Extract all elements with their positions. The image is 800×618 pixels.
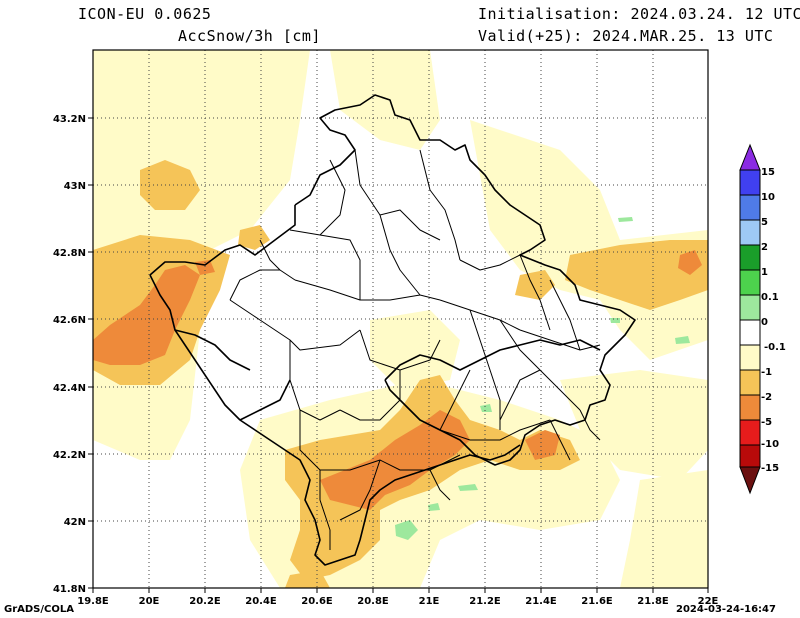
y-tick-label: 41.8N: [53, 584, 86, 595]
colorbar-label: 1: [761, 267, 768, 278]
software-credit: GrADS/COLA: [4, 604, 74, 615]
y-tick-label: 42.8N: [53, 248, 86, 259]
colorbar-label: 15: [761, 167, 775, 178]
variable-title: AccSnow/3h [cm]: [178, 27, 321, 45]
colorbar-band: [739, 344, 761, 371]
field-orange-ne: [678, 250, 702, 275]
border-kosovo: [294, 94, 636, 466]
y-tick-label: 42.4N: [53, 383, 86, 394]
field-green-4: [675, 336, 690, 344]
colorbar-band: [739, 169, 761, 196]
field-green-7: [610, 318, 620, 323]
colorbar-label: -1: [761, 367, 772, 378]
render-timestamp: 2024-03-24-16:47: [676, 604, 776, 615]
colorbar-band: [739, 394, 761, 421]
x-tick-label: 21.6E: [581, 596, 613, 607]
border-macedonia: [384, 339, 601, 381]
colorbar-label: -2: [761, 392, 772, 403]
colorbar-label: 10: [761, 192, 775, 203]
x-tick-label: 20.6E: [301, 596, 333, 607]
field-green-2: [458, 484, 478, 491]
x-tick-label: 21.8E: [637, 596, 669, 607]
field-pale-center: [370, 310, 460, 390]
colorbar-band: [739, 444, 761, 468]
field-orange-west: [93, 265, 200, 365]
colorbar-label: 5: [761, 217, 768, 228]
y-axis-labels: 43.2N 43N 42.8N 42.6N 42.4N 42.2N 42N 41…: [53, 114, 86, 595]
colorbar-band: [739, 419, 761, 446]
x-axis-labels: 19.8E 20E 20.2E 20.4E 20.6E 20.8E 21E 21…: [77, 596, 718, 607]
y-tick-label: 42.2N: [53, 450, 86, 461]
colorbar-band: [739, 269, 761, 296]
field-green-5: [618, 217, 633, 222]
x-tick-label: 20.4E: [245, 596, 277, 607]
field-green-1: [395, 520, 418, 540]
colorbar-bottom-arrow: [739, 466, 761, 495]
colorbar-band: [739, 219, 761, 246]
init-time: Initialisation: 2024.03.24. 12 UTC: [478, 5, 800, 23]
field-lo-south: [285, 375, 580, 580]
model-title: ICON-EU 0.0625: [78, 5, 212, 23]
field-pale-se: [620, 470, 708, 588]
colorbar-band: [739, 319, 761, 346]
x-tick-label: 20.2E: [189, 596, 221, 607]
colorbar-top-arrow: [739, 143, 761, 171]
field-green-3: [480, 404, 492, 412]
colorbar-label: 0: [761, 317, 768, 328]
x-tick-label: 21.4E: [525, 596, 557, 607]
field-lo-east: [565, 240, 708, 310]
field-orange-east: [525, 430, 560, 460]
y-tick-label: 42N: [64, 517, 86, 528]
x-tick-label: 19.8E: [77, 596, 109, 607]
colorbar-band: [739, 294, 761, 321]
colorbar-band: [739, 244, 761, 271]
field-pale-east: [560, 370, 708, 480]
x-tick-label: 21.2E: [469, 596, 501, 607]
colorbar-label: -5: [761, 417, 772, 428]
valid-time: Valid(+25): 2024.MAR.25. 13 UTC: [478, 27, 774, 45]
x-tick-label: 20E: [139, 596, 160, 607]
y-tick-label: 43.2N: [53, 114, 86, 125]
colorbar-labels: 15 10 5 2 1 0.1 0 -0.1 -1 -2 -5 -10 -15: [761, 167, 786, 474]
field-orange-south: [320, 410, 470, 510]
colorbar-label: -0.1: [764, 342, 786, 353]
colorbar-label: 0.1: [761, 292, 779, 303]
colorbar-band: [739, 194, 761, 221]
x-tick-label: 22E: [698, 596, 719, 607]
y-tick-label: 43N: [64, 181, 86, 192]
field-green-6: [428, 503, 440, 511]
colorbar-label: -10: [761, 439, 779, 450]
field-lo-se-small: [285, 570, 330, 588]
y-tick-label: 42.6N: [53, 315, 86, 326]
colorbar: [739, 143, 761, 495]
colorbar-band: [739, 369, 761, 396]
border-inner-2: [239, 379, 291, 421]
municipal-borders: [229, 149, 601, 550]
border-montenegro-albania: [149, 205, 296, 276]
axis-ticks: [88, 117, 709, 593]
colorbar-label: -15: [761, 463, 779, 474]
colorbar-label: 2: [761, 242, 768, 253]
field-lo-ne: [515, 270, 555, 300]
grid: [93, 50, 708, 588]
national-borders: [149, 94, 636, 566]
x-tick-label: 21E: [419, 596, 440, 607]
x-tick-label: 20.8E: [357, 596, 389, 607]
border-west: [149, 274, 521, 566]
field-pale-north: [330, 50, 440, 150]
border-inner-1: [174, 329, 251, 371]
precip-field: [93, 50, 708, 588]
